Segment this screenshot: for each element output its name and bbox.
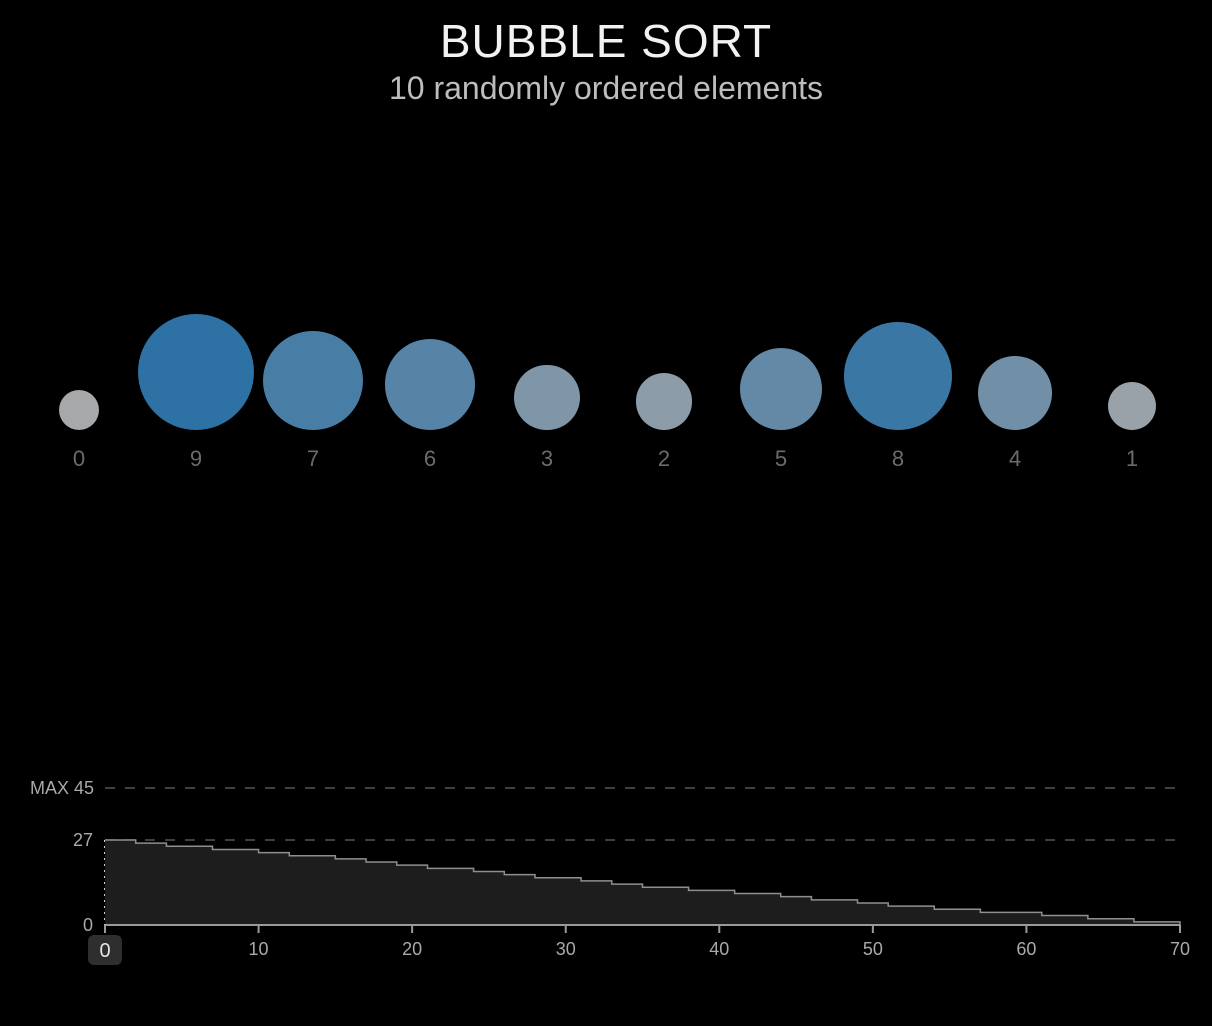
page-subtitle: 10 randomly ordered elements	[0, 70, 1212, 107]
x-tick-label: 10	[249, 939, 269, 959]
bubble-label: 8	[892, 446, 904, 472]
bubble	[844, 322, 952, 430]
bubble	[740, 348, 822, 430]
bubble-label: 2	[658, 446, 670, 472]
bubble	[59, 390, 99, 430]
bubble-label: 9	[190, 446, 202, 472]
bubble-label: 6	[424, 446, 436, 472]
y-label-0: 0	[83, 915, 93, 935]
bubble-label: 4	[1009, 446, 1021, 472]
bubble	[1108, 382, 1156, 430]
bubble-label: 7	[307, 446, 319, 472]
x-tick-label: 30	[556, 939, 576, 959]
x-tick-label: 50	[863, 939, 883, 959]
y-label-27: 27	[73, 830, 93, 850]
x-tick-label: 60	[1016, 939, 1036, 959]
bubble-label: 3	[541, 446, 553, 472]
bubble-label: 5	[775, 446, 787, 472]
bubble	[385, 339, 476, 430]
page-title: BUBBLE SORT	[0, 14, 1212, 68]
max-label: MAX 45	[30, 778, 94, 798]
header: BUBBLE SORT 10 randomly ordered elements	[0, 0, 1212, 107]
bubble	[138, 314, 254, 430]
x-tick-label: 40	[709, 939, 729, 959]
x-tick-label: 70	[1170, 939, 1190, 959]
bubble-label: 0	[73, 446, 85, 472]
step-chart: MAX 45 27 0 10 20 30 40 50 60 70 0	[0, 770, 1212, 990]
bubble	[978, 356, 1052, 430]
bubble	[263, 331, 362, 430]
current-step-label: 0	[99, 940, 110, 962]
bubble	[514, 365, 579, 430]
bubble-row: 0 9 7 6 3 2 5 8 4 1	[0, 330, 1212, 550]
bubble	[636, 373, 693, 430]
bubble-label: 1	[1126, 446, 1138, 472]
x-tick-label: 20	[402, 939, 422, 959]
